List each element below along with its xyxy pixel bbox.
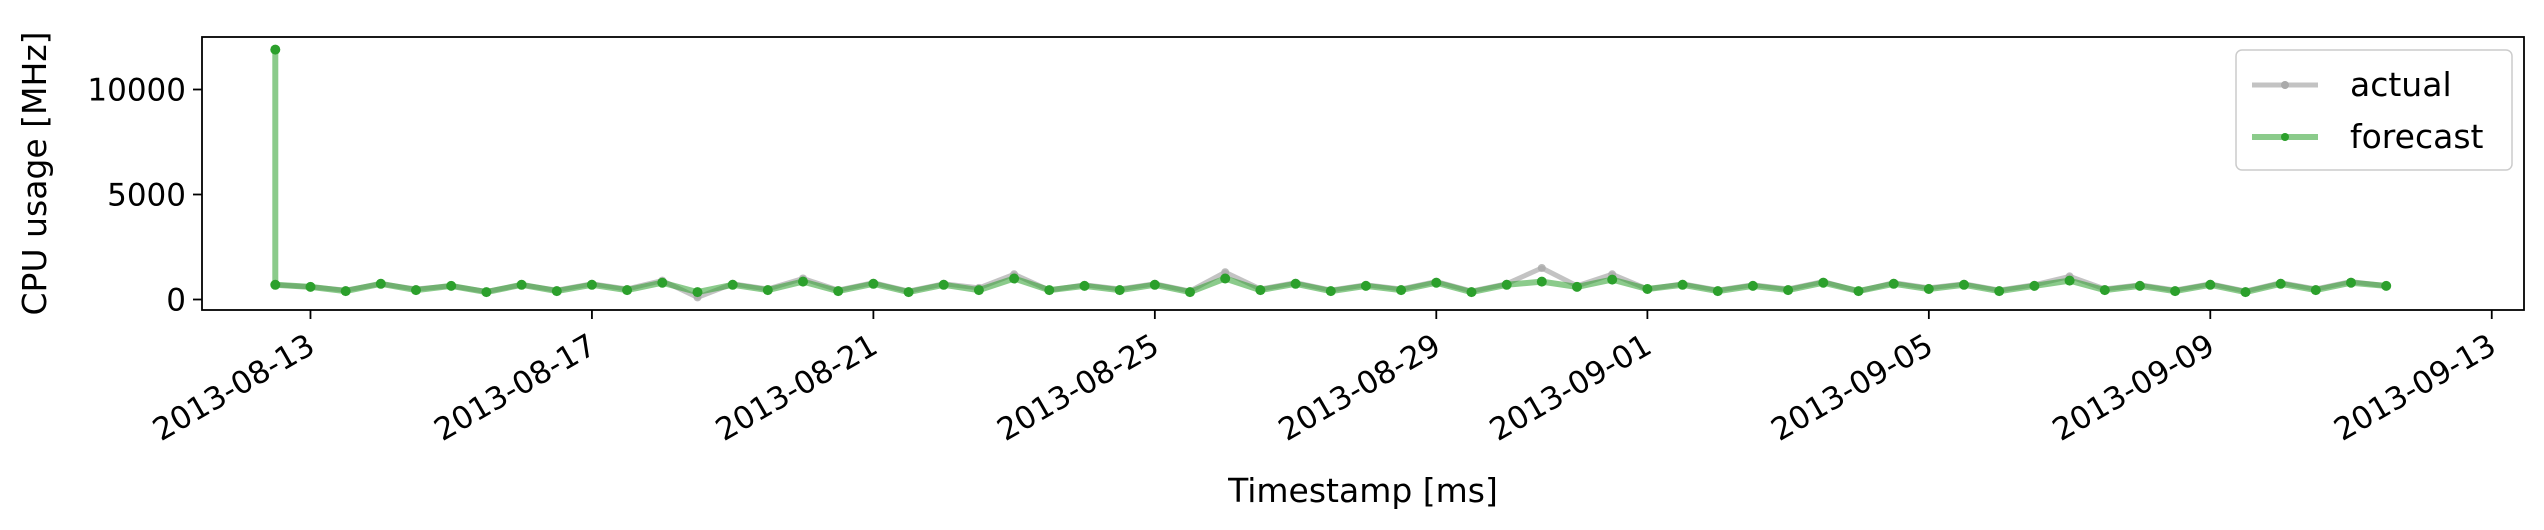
point-forecast-35 (1466, 287, 1477, 298)
y-axis-label: CPU usage [MHz] (15, 31, 54, 315)
plot-area (270, 44, 2392, 302)
point-forecast-30 (1290, 278, 1301, 289)
axes-frame (201, 36, 2525, 311)
point-forecast-51 (2029, 280, 2040, 291)
series-line-forecast (272, 46, 2390, 296)
point-forecast-56 (2205, 279, 2216, 290)
point-forecast-38 (1572, 281, 1582, 292)
point-forecast-14 (727, 279, 738, 290)
y-tick-label-0: 0 (166, 283, 186, 319)
point-forecast-4 (375, 278, 386, 289)
point-forecast-13 (692, 287, 703, 298)
point-forecast-41 (1677, 279, 1688, 290)
point-forecast-0 (270, 44, 281, 55)
point-forecast-22 (1009, 273, 1020, 284)
point-forecast-7 (481, 287, 492, 298)
point-forecast-37 (1536, 276, 1547, 287)
point-forecast-1 (270, 279, 281, 290)
point-forecast-58 (2275, 278, 2286, 289)
point-forecast-61 (2381, 280, 2392, 291)
point-forecast-11 (622, 285, 633, 296)
point-forecast-49 (1959, 279, 1969, 290)
point-forecast-45 (1818, 277, 1829, 288)
y-axis: 0 5000 10000 (87, 73, 202, 319)
point-forecast-18 (868, 278, 879, 289)
point-forecast-34 (1431, 277, 1442, 288)
point-forecast-27 (1185, 287, 1195, 298)
y-tick-label-2: 10000 (87, 73, 186, 109)
point-forecast-39 (1607, 274, 1618, 285)
point-forecast-29 (1255, 285, 1266, 296)
point-forecast-2 (305, 281, 316, 292)
point-forecast-16 (798, 276, 808, 287)
point-forecast-57 (2240, 287, 2251, 298)
legend-marker-forecast (2281, 133, 2289, 141)
point-forecast-55 (2170, 286, 2181, 297)
legend-marker-actual (2281, 81, 2289, 89)
x-axis-label: Timestamp [ms] (1227, 471, 1498, 510)
point-forecast-60 (2346, 277, 2356, 288)
point-forecast-12 (657, 277, 668, 288)
point-forecast-24 (1079, 280, 1090, 291)
y-tick-label-1: 5000 (107, 178, 186, 214)
point-forecast-43 (1747, 280, 1758, 291)
point-forecast-3 (340, 286, 351, 297)
point-forecast-42 (1712, 286, 1723, 297)
point-forecast-50 (1994, 286, 2005, 297)
legend: actual forecast (2235, 49, 2513, 171)
point-forecast-28 (1220, 273, 1231, 284)
point-forecast-5 (411, 285, 421, 296)
point-forecast-20 (938, 279, 949, 290)
point-forecast-44 (1783, 285, 1794, 296)
point-forecast-6 (446, 280, 457, 291)
point-forecast-36 (1501, 279, 1512, 290)
point-forecast-19 (903, 287, 914, 298)
legend-label-actual: actual (2350, 65, 2452, 104)
point-forecast-48 (1923, 284, 1934, 294)
point-forecast-40 (1642, 284, 1653, 294)
point-forecast-53 (2099, 285, 2110, 296)
point-forecast-25 (1114, 285, 1125, 296)
point-forecast-26 (1149, 279, 1160, 290)
point-forecast-31 (1325, 286, 1336, 297)
point-forecast-23 (1044, 285, 1055, 296)
point-forecast-9 (551, 286, 562, 297)
point-forecast-47 (1888, 278, 1899, 289)
point-forecast-15 (762, 285, 773, 296)
point-forecast-52 (2064, 275, 2075, 286)
legend-label-forecast: forecast (2350, 117, 2484, 156)
point-forecast-54 (2134, 280, 2145, 291)
point-forecast-33 (1396, 285, 1407, 296)
point-forecast-32 (1360, 280, 1371, 291)
point-forecast-21 (973, 285, 984, 296)
point-actual-36 (1537, 264, 1546, 272)
point-forecast-46 (1853, 286, 1864, 297)
point-forecast-8 (516, 279, 527, 290)
point-forecast-10 (586, 279, 597, 290)
point-forecast-59 (2310, 285, 2321, 296)
point-forecast-17 (833, 286, 844, 297)
